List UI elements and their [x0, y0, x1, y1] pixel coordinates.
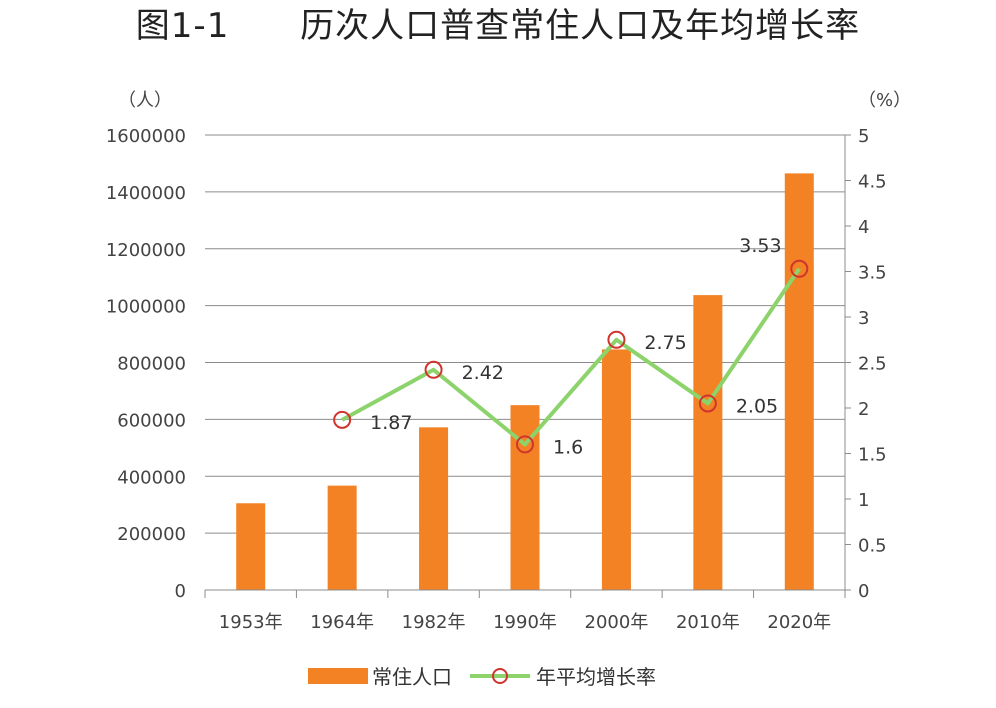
legend-bar-swatch — [308, 668, 368, 684]
bar-2010年 — [693, 295, 723, 590]
x-tick-label: 1953年 — [219, 612, 283, 633]
growth-label-2010年: 2.05 — [736, 395, 778, 417]
growth-label-2020年: 3.53 — [739, 235, 781, 257]
data-labels: 1.87 2.42 1.6 2.75 2.05 3.53 — [370, 235, 781, 459]
left-axis-ticks: 0 200000 400000 600000 800000 1000000 1200000 1… — [106, 126, 186, 602]
x-tick-label: 1990年 — [493, 612, 557, 633]
growth-marker-2010年 — [698, 394, 717, 413]
left-tick-label: 1000000 — [106, 297, 186, 318]
x-tick-label: 2010年 — [676, 612, 740, 633]
left-tick-label: 1400000 — [106, 183, 186, 204]
bars — [236, 173, 814, 590]
right-tick-label: 2.5 — [858, 354, 887, 375]
left-tick-label: 600000 — [117, 410, 186, 431]
growth-label-2000年: 2.75 — [644, 332, 686, 354]
right-tick-label: 3 — [858, 308, 869, 329]
left-tick-label: 400000 — [117, 467, 186, 488]
bar-1982年 — [419, 427, 449, 590]
right-tick-label: 0.5 — [858, 536, 887, 557]
right-tick-label: 0 — [858, 581, 869, 602]
growth-line — [341, 267, 801, 447]
right-tick-label: 2 — [858, 399, 869, 420]
left-tick-label: 800000 — [117, 354, 186, 375]
growth-label-1982年: 2.42 — [462, 362, 504, 384]
growth-marker-2000年 — [607, 330, 626, 349]
x-tick-label: 2020年 — [767, 612, 831, 633]
legend: 常住人口 年平均增长率 — [308, 665, 656, 689]
right-tick-label: 1 — [858, 490, 869, 511]
right-tick-label: 5 — [858, 126, 869, 147]
growth-marker-1964年 — [333, 410, 352, 429]
growth-label-1964年: 1.87 — [370, 412, 412, 434]
bar-2000年 — [601, 349, 631, 590]
left-tick-label: 0 — [175, 581, 186, 602]
bar-1964年 — [327, 485, 357, 590]
bar-1953年 — [236, 503, 266, 590]
right-tick-label: 4.5 — [858, 172, 887, 193]
growth-marker-2020年 — [790, 259, 809, 278]
right-tick-label: 4 — [858, 217, 869, 238]
x-tick-label: 1964年 — [310, 612, 374, 633]
x-tick-label: 2000年 — [585, 612, 649, 633]
growth-label-1990年: 1.6 — [553, 436, 583, 458]
x-axis-ticks: 1953年 1964年 1982年 1990年 2000年 2010年 2020年 — [219, 612, 831, 633]
right-tick-label: 1.5 — [858, 445, 887, 466]
right-axis-unit: （%） — [858, 90, 911, 111]
left-tick-label: 1200000 — [106, 240, 186, 261]
growth-markers — [333, 259, 809, 454]
growth-marker-1990年 — [516, 435, 534, 454]
axes — [204, 134, 851, 598]
bar-2020年 — [784, 173, 814, 590]
growth-marker-1982年 — [424, 360, 443, 379]
growth-rate-line — [341, 267, 801, 447]
right-axis-ticks: 0 0.5 1 1.5 2 2.5 3 3.5 4 4.5 5 — [858, 126, 887, 602]
left-axis-unit: （人） — [118, 90, 172, 111]
x-tick-label: 1982年 — [402, 612, 466, 633]
chart-title: 图1-1 历次人口普查常住人口及年均增长率 — [135, 6, 861, 46]
left-tick-label: 200000 — [117, 524, 186, 545]
legend-line-marker — [492, 668, 508, 684]
legend-line-label: 年平均增长率 — [536, 665, 656, 689]
left-tick-label: 1600000 — [106, 126, 186, 147]
right-tick-label: 3.5 — [858, 263, 887, 284]
legend-bar-label: 常住人口 — [372, 665, 452, 689]
